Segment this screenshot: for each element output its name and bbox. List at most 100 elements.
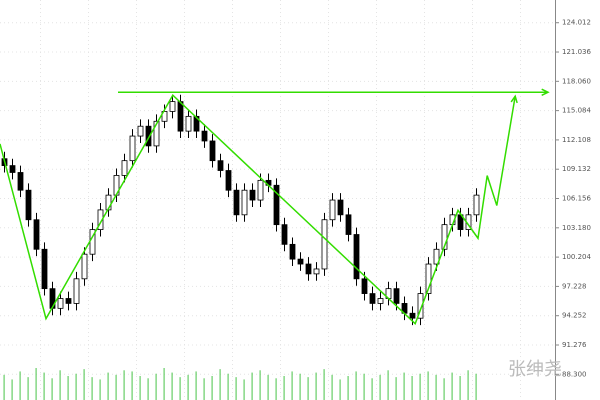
- candle-body: [241, 189, 248, 216]
- candle-body: [377, 298, 384, 304]
- volume-bar: [435, 374, 437, 400]
- volume-bar: [123, 370, 125, 400]
- volume-bar: [51, 378, 53, 400]
- volume-bar: [67, 376, 69, 400]
- volume-bar: [259, 370, 261, 400]
- candle-body: [337, 199, 344, 216]
- candle-body: [273, 184, 280, 226]
- candle-body: [417, 293, 424, 319]
- candle-body: [65, 298, 72, 304]
- volume-bar: [99, 379, 101, 400]
- candle-body: [185, 115, 192, 132]
- volume-bar: [27, 377, 29, 400]
- volume-bar: [171, 372, 173, 400]
- candle-body: [369, 293, 376, 304]
- volume-bar: [339, 379, 341, 400]
- volume-bar: [107, 372, 109, 400]
- y-tick-label: 121.036: [562, 48, 591, 56]
- volume-bar: [59, 370, 61, 400]
- volume-bar: [187, 374, 189, 400]
- volume-bar: [195, 371, 197, 400]
- candle-body: [353, 234, 360, 280]
- candle-body: [329, 199, 336, 221]
- candle-body: [201, 130, 208, 142]
- volume-bar: [227, 373, 229, 400]
- candle-body: [41, 248, 48, 290]
- candle-body: [121, 160, 128, 176]
- volume-bar: [235, 377, 237, 400]
- volume-bar: [3, 374, 5, 400]
- volume-bar: [459, 376, 461, 400]
- candle-body: [161, 111, 168, 122]
- candle-body: [249, 189, 256, 201]
- candle-body: [225, 170, 232, 191]
- candle-body: [257, 179, 264, 201]
- y-tick-label: 115.084: [562, 107, 591, 115]
- candle-body: [313, 268, 320, 275]
- y-tick-label: 103.180: [562, 224, 591, 232]
- y-tick-label: 118.060: [562, 77, 591, 85]
- volume-bar: [139, 376, 141, 400]
- volume-bar: [475, 373, 477, 400]
- volume-bar: [267, 374, 269, 400]
- candle-body: [289, 243, 296, 260]
- y-tick-label: 91.276: [562, 341, 587, 349]
- candle-body: [409, 312, 416, 319]
- candle-body: [177, 101, 184, 132]
- volume-bar: [291, 371, 293, 400]
- candle-body: [145, 125, 152, 147]
- candle-body: [153, 120, 160, 147]
- candle-body: [81, 253, 88, 280]
- candle-body: [361, 278, 368, 294]
- volume-bar: [395, 377, 397, 400]
- volume-bar: [243, 379, 245, 400]
- candle-body: [281, 224, 288, 245]
- volume-bar: [299, 373, 301, 400]
- volume-bar: [83, 369, 85, 400]
- candle-body: [321, 219, 328, 270]
- candle-body: [9, 165, 16, 173]
- volume-bar: [179, 377, 181, 400]
- volume-bar: [371, 378, 373, 400]
- candle-body: [425, 263, 432, 294]
- volume-bar: [219, 369, 221, 400]
- y-tick-label: 112.108: [562, 136, 591, 144]
- candle-body: [25, 189, 32, 221]
- volume-bar: [251, 372, 253, 400]
- volume-bar: [75, 373, 77, 400]
- watermark: 张绅尧: [508, 359, 562, 380]
- trend-line: [0, 93, 516, 326]
- volume-bar: [363, 373, 365, 400]
- candle-body: [345, 214, 352, 235]
- volume-bar: [283, 376, 285, 400]
- arrow-head: [541, 88, 550, 96]
- volume-bar: [203, 378, 205, 400]
- volume-bar: [387, 370, 389, 400]
- volume-bar: [43, 372, 45, 400]
- y-tick-label: 94.252: [562, 312, 587, 320]
- candle-body: [169, 101, 176, 112]
- y-tick-label: 97.228: [562, 282, 587, 290]
- candle-body: [209, 140, 216, 162]
- volume-bar: [131, 371, 133, 400]
- volume-bar: [443, 378, 445, 400]
- arrow-head: [510, 94, 518, 104]
- candle-body: [473, 194, 480, 216]
- volume-bar: [323, 369, 325, 400]
- candle-body: [33, 219, 40, 250]
- volume-bar: [91, 377, 93, 400]
- volume-bar: [403, 372, 405, 400]
- y-tick-label: 106.156: [562, 195, 591, 203]
- candle-body: [57, 298, 64, 309]
- candle-body: [433, 248, 440, 265]
- candle-body: [441, 224, 448, 250]
- y-tick-label: 100.204: [562, 253, 591, 261]
- candle-body: [305, 263, 312, 275]
- volume-bar: [347, 376, 349, 400]
- volume-bar: [379, 374, 381, 400]
- volume-bar: [155, 373, 157, 400]
- candle-body: [73, 278, 80, 304]
- volume-bar: [115, 374, 117, 400]
